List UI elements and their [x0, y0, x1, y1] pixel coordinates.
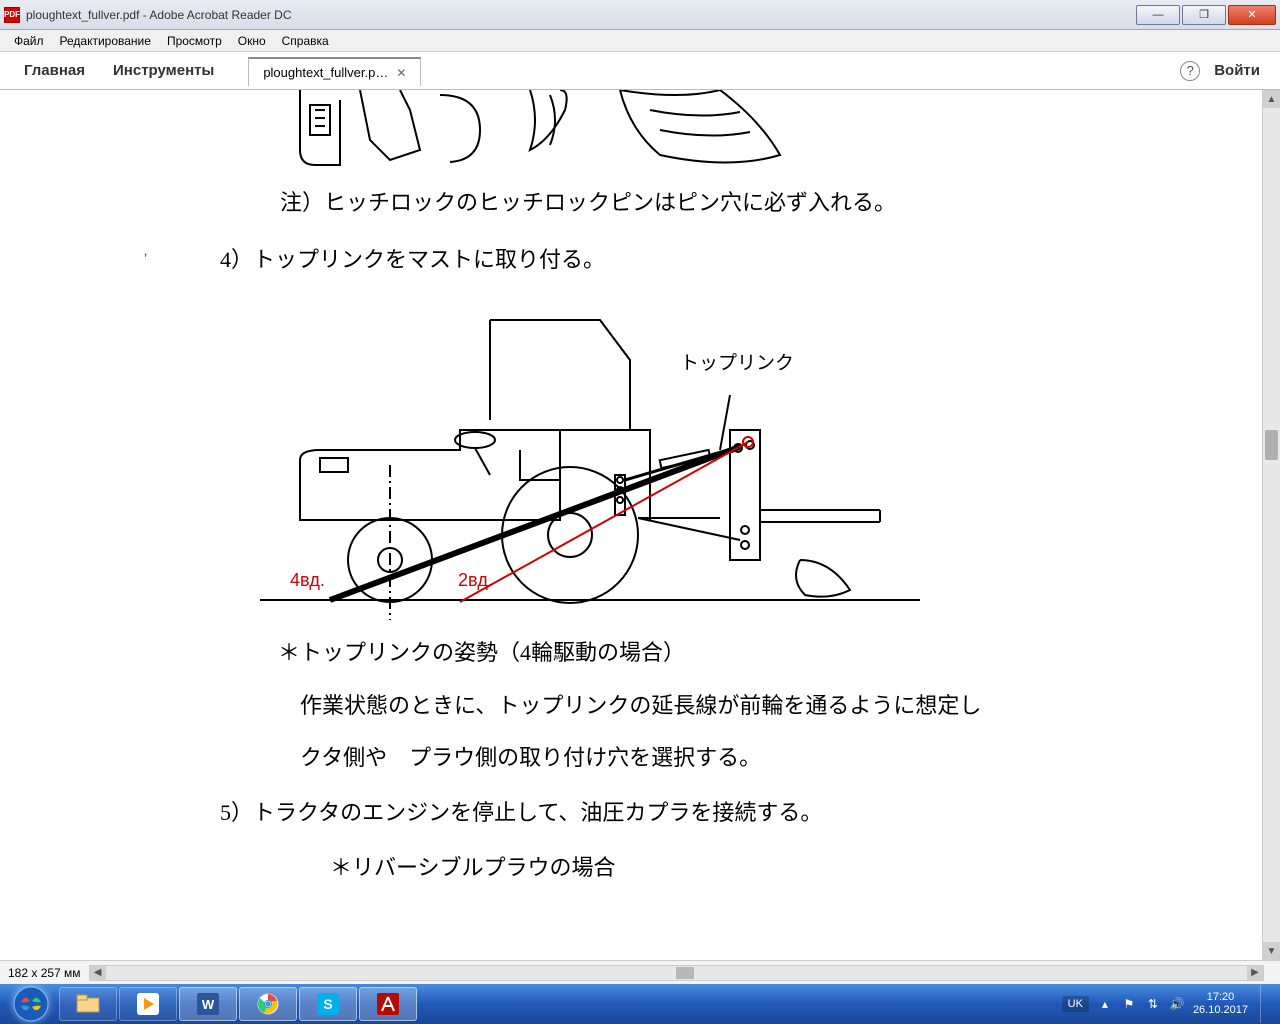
menu-file[interactable]: Файл [6, 32, 52, 50]
menu-help[interactable]: Справка [274, 32, 337, 50]
text-step4: 4）トップリンクをマストに取り付る。 [220, 242, 605, 274]
scroll-down-icon[interactable]: ▼ [1263, 942, 1280, 960]
horizontal-scrollbar[interactable]: ◀ ▶ [89, 965, 1264, 981]
tab-close-icon[interactable]: ✕ [396, 66, 406, 80]
task-chrome[interactable] [239, 987, 297, 1021]
help-icon[interactable]: ? [1180, 61, 1200, 81]
vertical-scrollbar[interactable]: ▲ ▼ [1262, 90, 1280, 960]
tab-document[interactable]: ploughtext_fullver.p… ✕ [248, 57, 421, 86]
diagram-label-toplink: トップリンク [680, 348, 794, 375]
scroll-left-icon[interactable]: ◀ [90, 966, 106, 980]
system-tray: UK ▴ ⚑ ⇅ 🔊 17:20 26.10.2017 [1062, 985, 1276, 1023]
window-controls: — ❐ ✕ [1134, 5, 1276, 25]
maximize-button[interactable]: ❐ [1182, 5, 1226, 25]
tabbar: Главная Инструменты ploughtext_fullver.p… [0, 52, 1280, 90]
statusbar: 182 x 257 мм ◀ ▶ [0, 960, 1280, 984]
tab-tools[interactable]: Инструменты [99, 54, 228, 87]
svg-text:S: S [323, 996, 332, 1012]
task-skype[interactable]: S [299, 987, 357, 1021]
start-button[interactable] [4, 984, 58, 1024]
text-step5: 5）トラクタのエンジンを停止して、油圧カプラを接続する。 [220, 795, 822, 827]
task-explorer[interactable] [59, 987, 117, 1021]
clock-time: 17:20 [1193, 991, 1248, 1004]
cursor-coords: 182 x 257 мм [8, 966, 81, 980]
clock-date: 26.10.2017 [1193, 1004, 1248, 1017]
scroll-thumb[interactable] [1265, 430, 1278, 460]
red-mark: ‚ [144, 242, 152, 250]
text-bullet1-body: 作業状態のときに、トップリンクの延長線が前輪を通るように想定し [300, 688, 981, 720]
menubar: Файл Редактирование Просмотр Окно Справк… [0, 30, 1280, 52]
svg-text:W: W [202, 997, 215, 1012]
taskbar: W S UK ▴ ⚑ ⇅ 🔊 17:20 26.10.2017 [0, 984, 1280, 1024]
flag-icon[interactable]: ⚑ [1121, 996, 1137, 1012]
document-page[interactable]: 注）ヒッチロックのヒッチロックピンはピン穴に必ず入れる。 4）トップリンクをマス… [0, 90, 1262, 960]
tractor-diagram [260, 300, 920, 620]
hscroll-thumb[interactable] [676, 967, 694, 979]
tray-chevron-icon[interactable]: ▴ [1097, 996, 1113, 1012]
task-acrobat[interactable] [359, 987, 417, 1021]
task-word[interactable]: W [179, 987, 237, 1021]
scroll-right-icon[interactable]: ▶ [1247, 966, 1263, 980]
label-2wd: 2вд. [458, 570, 493, 591]
task-media[interactable] [119, 987, 177, 1021]
network-icon[interactable]: ⇅ [1145, 996, 1161, 1012]
scroll-up-icon[interactable]: ▲ [1263, 90, 1280, 108]
text-note: 注）ヒッチロックのヒッチロックピンはピン穴に必ず入れる。 [280, 185, 896, 217]
menu-view[interactable]: Просмотр [159, 32, 230, 50]
volume-icon[interactable]: 🔊 [1169, 996, 1185, 1012]
window-titlebar: PDF ploughtext_fullver.pdf - Adobe Acrob… [0, 0, 1280, 30]
text-bullet1: ＊トップリンクの姿勢（4輪駆動の場合） [278, 635, 685, 667]
document-area: 注）ヒッチロックのヒッチロックピンはピン穴に必ず入れる。 4）トップリンクをマス… [0, 90, 1280, 960]
signin-button[interactable]: Войти [1214, 62, 1260, 79]
menu-window[interactable]: Окно [230, 32, 274, 50]
pdf-icon: PDF [4, 7, 20, 23]
text-bullet2: ＊リバーシブルプラウの場合 [330, 850, 616, 882]
partial-illustration [280, 90, 840, 175]
lang-indicator[interactable]: UK [1062, 996, 1089, 1012]
show-desktop-button[interactable] [1260, 985, 1272, 1023]
close-button[interactable]: ✕ [1228, 5, 1276, 25]
text-bullet1-body2: クタ側や プラウ側の取り付け穴を選択する。 [300, 740, 761, 772]
menu-edit[interactable]: Редактирование [52, 32, 159, 50]
minimize-button[interactable]: — [1136, 5, 1180, 25]
clock[interactable]: 17:20 26.10.2017 [1193, 991, 1248, 1017]
label-4wd: 4вд. [290, 570, 325, 591]
tab-home[interactable]: Главная [10, 54, 99, 87]
tab-document-label: ploughtext_fullver.p… [263, 65, 388, 80]
window-title: ploughtext_fullver.pdf - Adobe Acrobat R… [26, 8, 1134, 22]
